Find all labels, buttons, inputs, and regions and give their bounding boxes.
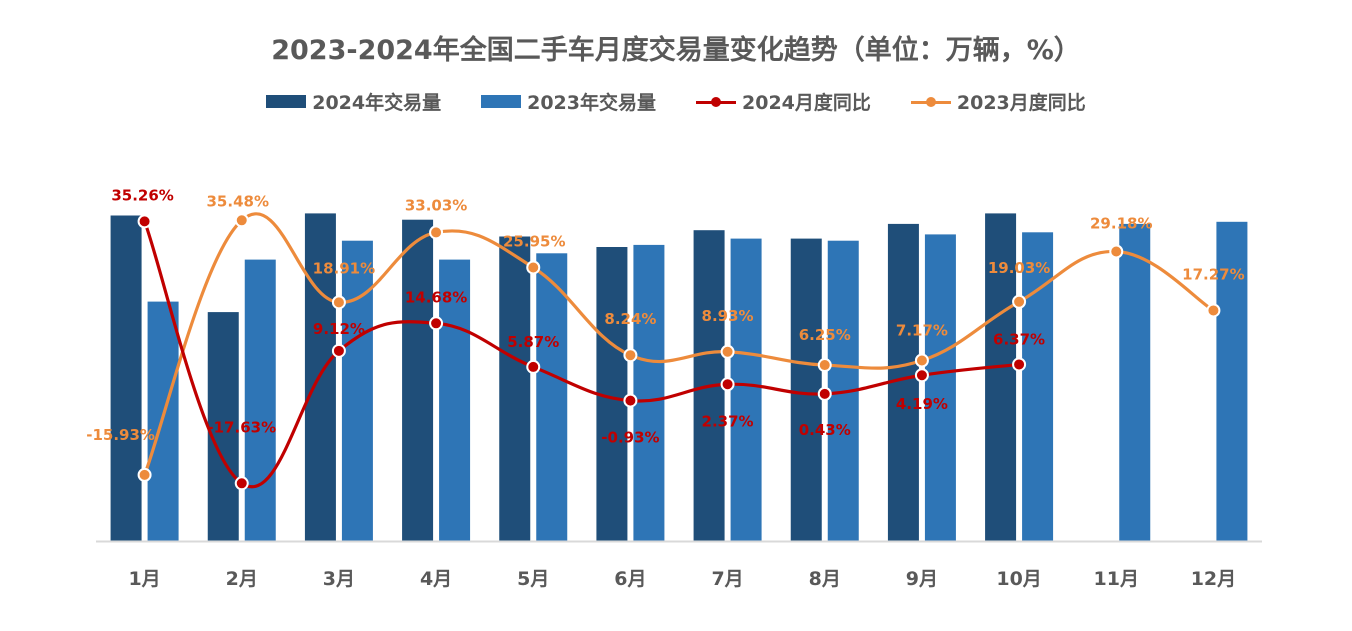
point-2023-3 <box>331 295 346 310</box>
bar-2023-6 <box>633 244 665 541</box>
point-2023-7 <box>720 344 735 359</box>
data-label-2023-8: 6.25% <box>799 326 851 344</box>
point-2023-1 <box>137 467 152 482</box>
data-label-2023-4: 33.03% <box>405 196 467 214</box>
point-2023-10 <box>1012 294 1027 309</box>
chart-title: 2023-2024年全国二手车月度交易量变化趋势（单位：万辆，%） <box>271 35 1081 66</box>
point-2023-11 <box>1109 244 1124 259</box>
point-2024-8 <box>817 386 832 401</box>
bar-2024-8 <box>790 238 822 541</box>
data-label-2023-10: 19.03% <box>988 259 1050 277</box>
bar-2024-5 <box>499 236 531 541</box>
data-label-2024-6: -0.93% <box>601 429 659 447</box>
x-tick-label: 8月 <box>809 568 841 590</box>
bar-2023-3 <box>341 240 373 541</box>
x-tick-label: 4月 <box>420 568 452 590</box>
bar-2023-7 <box>730 238 762 541</box>
data-label-2023-2: 35.48% <box>207 192 269 210</box>
x-tick-label: 12月 <box>1191 568 1236 590</box>
data-label-2023-9: 7.17% <box>896 321 948 339</box>
data-label-2023-1: -15.93% <box>86 426 155 444</box>
x-tick-label: 2月 <box>226 568 258 590</box>
data-label-2024-7: 2.37% <box>702 412 754 430</box>
legend-item-2023-yoy: 2023月度同比 <box>910 88 1086 115</box>
legend-label-2023-volume: 2023年交易量 <box>527 92 656 114</box>
bar-2023-4 <box>439 259 471 541</box>
legend-label-2024-volume: 2024年交易量 <box>312 92 442 114</box>
point-2023-9 <box>914 353 929 368</box>
x-tick-label: 1月 <box>128 568 160 590</box>
data-label-2024-4: 14.68% <box>405 288 467 306</box>
bar-2023-12 <box>1216 221 1248 542</box>
point-2023-8 <box>817 358 832 373</box>
bar-2023-5 <box>536 253 568 542</box>
data-label-2024-9: 4.19% <box>896 395 948 413</box>
data-label-2023-3: 18.91% <box>313 259 375 277</box>
data-label-2024-1: 35.26% <box>111 186 173 204</box>
point-2024-9 <box>914 368 929 383</box>
bar-2024-4 <box>402 219 434 541</box>
x-tick-label: 7月 <box>711 568 743 590</box>
line-2023-yoy <box>143 212 1215 476</box>
bar-2023-2 <box>244 259 276 541</box>
point-2023-12 <box>1206 303 1221 318</box>
data-label-2023-11: 29.18% <box>1090 214 1152 232</box>
point-2024-3 <box>331 343 346 358</box>
line-2024-yoy <box>143 220 1020 489</box>
point-2024-6 <box>623 393 638 408</box>
bar-2024-10 <box>985 213 1017 541</box>
data-label-2023-7: 8.93% <box>702 307 754 325</box>
x-tick-label: 3月 <box>323 568 355 590</box>
bar-2024-2 <box>207 312 239 541</box>
legend-swatch-2024-yoy <box>696 95 736 109</box>
legend-item-2024-volume: 2024年交易量 <box>266 88 441 115</box>
data-label-2024-10: 6.37% <box>993 330 1045 348</box>
bar-2023-9 <box>924 234 956 541</box>
point-2023-6 <box>623 348 638 363</box>
data-label-2024-2: -17.63% <box>207 418 276 436</box>
data-label-2024-8: 0.43% <box>799 421 851 439</box>
x-tick-label: 6月 <box>614 568 646 590</box>
legend-swatch-2023-yoy <box>910 95 951 109</box>
x-tick-label: 10月 <box>996 568 1041 590</box>
legend-item-2024-yoy: 2024月度同比 <box>696 88 871 115</box>
data-label-2024-3: 9.12% <box>313 320 365 338</box>
data-label-2023-6: 8.24% <box>604 310 656 328</box>
point-2023-4 <box>429 225 444 240</box>
legend-label-2023-yoy: 2023月度同比 <box>956 92 1086 114</box>
point-2024-10 <box>1012 357 1027 372</box>
bar-2023-10 <box>1022 232 1054 542</box>
x-tick-label: 5月 <box>517 568 549 590</box>
data-label-2023-12: 17.27% <box>1182 265 1244 283</box>
point-2024-4 <box>429 316 444 331</box>
legend: 2024年交易量 2023年交易量 2024月度同比 2023月度同比 <box>0 88 1352 115</box>
x-tick-label: 11月 <box>1094 568 1139 590</box>
legend-swatch-2024-volume <box>266 95 307 108</box>
point-2024-7 <box>720 377 735 392</box>
legend-label-2024-yoy: 2024月度同比 <box>742 92 871 114</box>
legend-item-2023-volume: 2023年交易量 <box>481 88 656 115</box>
point-2024-1 <box>137 214 152 229</box>
bar-2023-11 <box>1119 223 1151 541</box>
point-2023-5 <box>526 260 541 275</box>
data-label-2024-5: 5.87% <box>507 333 559 351</box>
legend-swatch-2023-volume <box>481 95 522 108</box>
point-2024-5 <box>526 359 541 374</box>
x-tick-label: 9月 <box>906 568 938 590</box>
point-2024-2 <box>234 476 249 491</box>
bar-2024-1 <box>110 215 142 541</box>
point-2023-2 <box>234 213 249 228</box>
data-label-2023-5: 25.95% <box>503 232 565 250</box>
